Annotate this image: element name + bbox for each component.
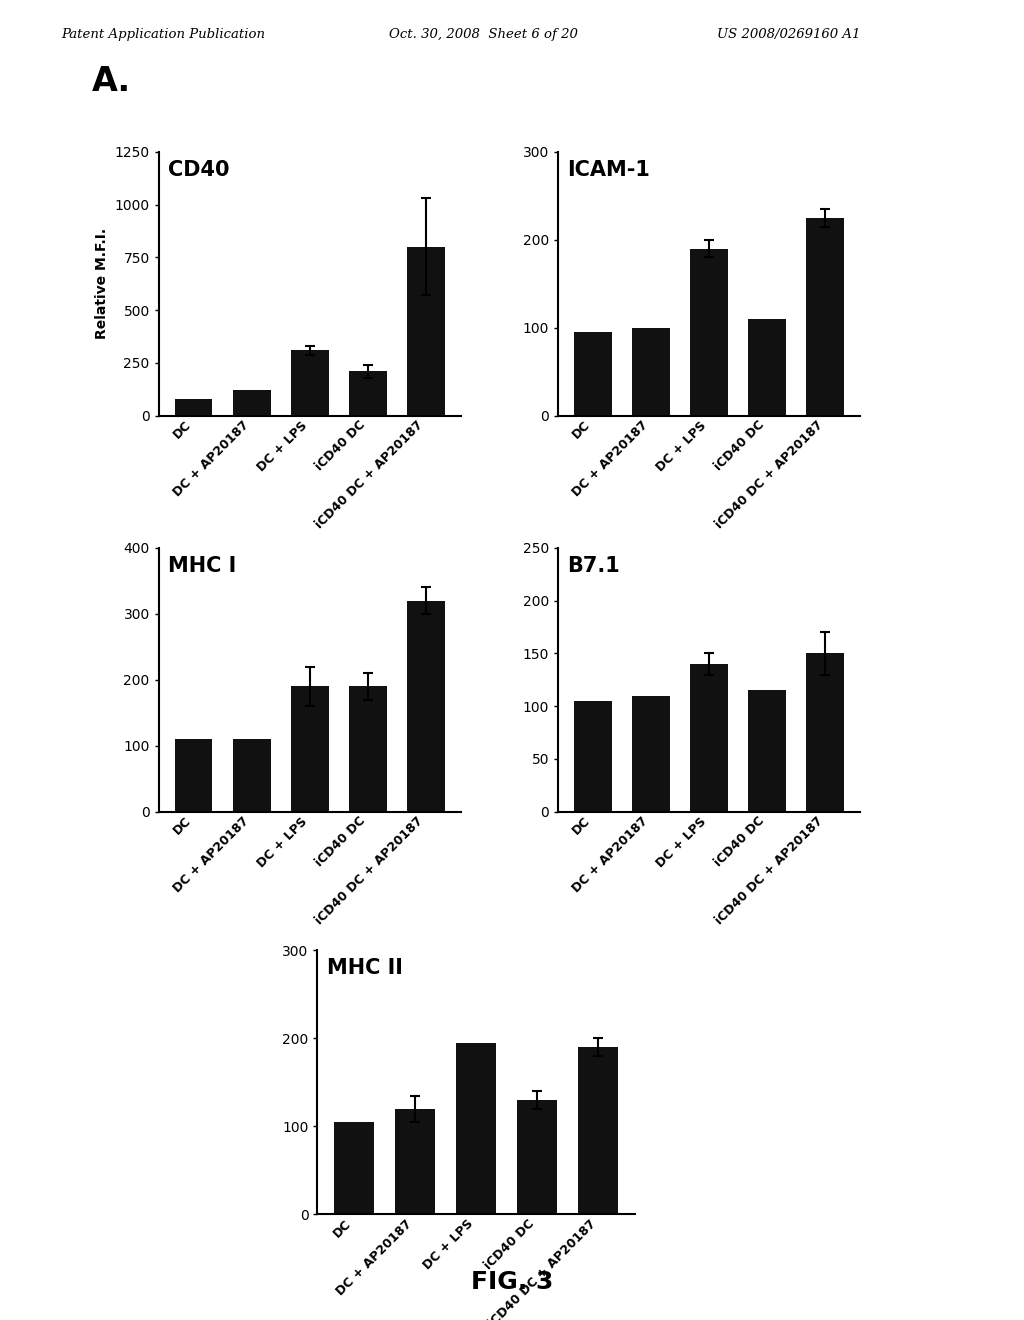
Text: MHC II: MHC II bbox=[327, 958, 402, 978]
Text: Patent Application Publication: Patent Application Publication bbox=[61, 28, 265, 41]
Bar bbox=[574, 333, 611, 416]
Bar bbox=[334, 1122, 374, 1214]
Bar bbox=[574, 701, 611, 812]
Y-axis label: Relative M.F.I.: Relative M.F.I. bbox=[95, 228, 109, 339]
Bar bbox=[175, 739, 212, 812]
Bar bbox=[807, 653, 844, 812]
Bar bbox=[291, 686, 329, 812]
Bar bbox=[291, 350, 329, 416]
Text: Oct. 30, 2008  Sheet 6 of 20: Oct. 30, 2008 Sheet 6 of 20 bbox=[389, 28, 578, 41]
Bar bbox=[807, 218, 844, 416]
Bar bbox=[457, 1043, 496, 1214]
Bar bbox=[632, 696, 670, 812]
Text: FIG. 3: FIG. 3 bbox=[471, 1270, 553, 1294]
Bar bbox=[349, 686, 387, 812]
Bar bbox=[395, 1109, 435, 1214]
Text: ICAM-1: ICAM-1 bbox=[567, 160, 650, 180]
Text: CD40: CD40 bbox=[168, 160, 229, 180]
Bar bbox=[517, 1100, 557, 1214]
Text: MHC I: MHC I bbox=[168, 556, 237, 576]
Bar bbox=[349, 371, 387, 416]
Bar bbox=[749, 319, 786, 416]
Bar bbox=[232, 739, 270, 812]
Text: A.: A. bbox=[92, 65, 131, 98]
Bar bbox=[632, 327, 670, 416]
Text: B7.1: B7.1 bbox=[567, 556, 620, 576]
Bar bbox=[690, 664, 728, 812]
Text: US 2008/0269160 A1: US 2008/0269160 A1 bbox=[717, 28, 860, 41]
Bar bbox=[232, 391, 270, 416]
Bar bbox=[579, 1047, 618, 1214]
Bar bbox=[690, 248, 728, 416]
Bar bbox=[175, 399, 212, 416]
Bar bbox=[408, 601, 444, 812]
Bar bbox=[749, 690, 786, 812]
Bar bbox=[408, 247, 444, 416]
